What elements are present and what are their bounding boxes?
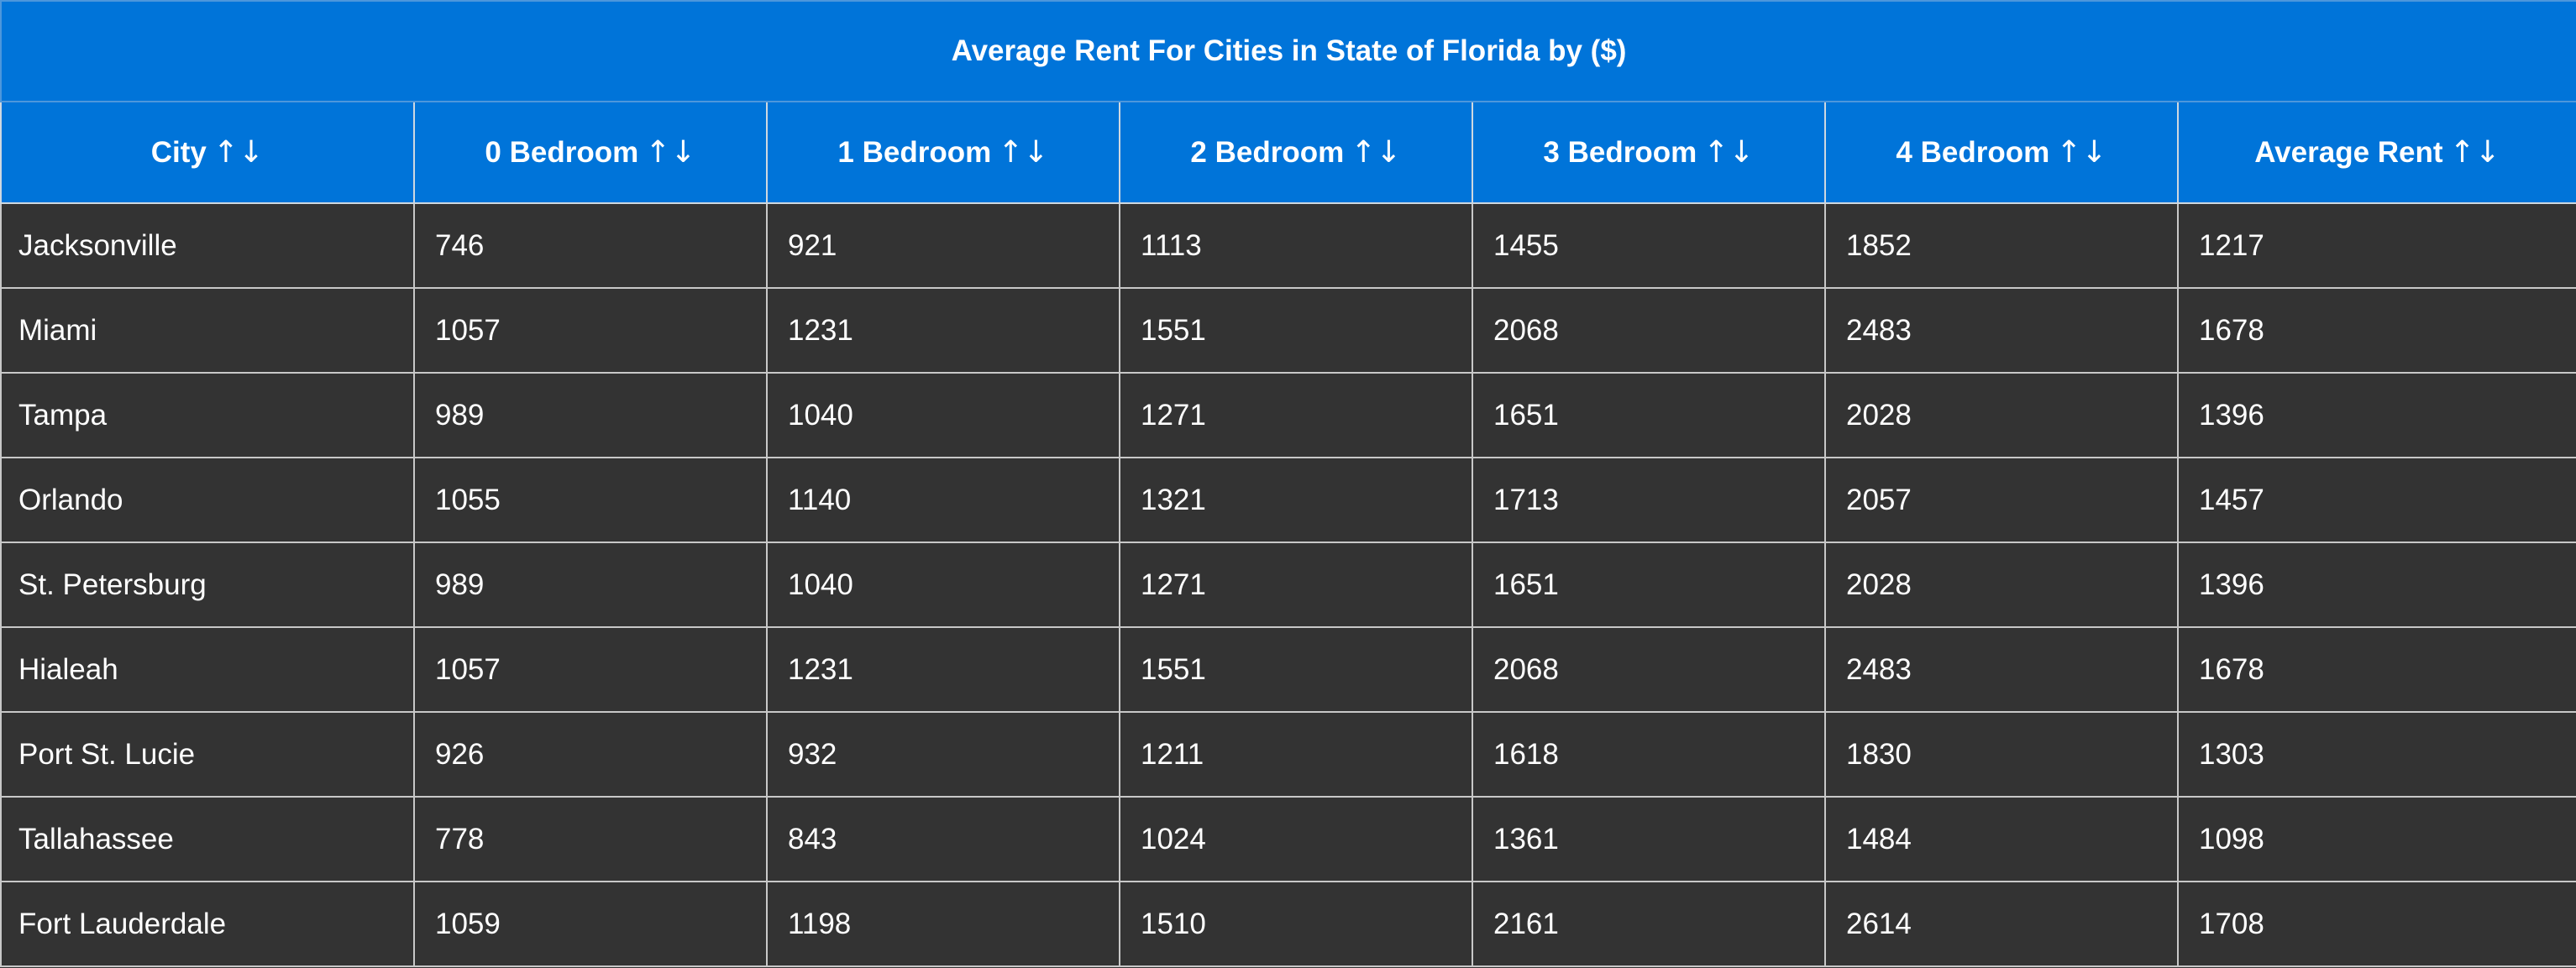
column-header-label: City xyxy=(150,136,207,169)
rent-cell-average-rent: 1396 xyxy=(2176,542,2576,628)
sort-arrows-icon[interactable]: ↑↓ xyxy=(212,135,265,170)
rent-cell-4-bedroom: 1830 xyxy=(1824,711,2179,798)
rent-cell-0-bedroom: 989 xyxy=(413,542,768,628)
rent-cell-1-bedroom: 1231 xyxy=(766,287,1120,374)
rent-cell-average-rent: 1678 xyxy=(2176,626,2576,713)
column-header-3-bedroom[interactable]: 3 Bedroom ↑↓ xyxy=(1472,101,1826,204)
rent-cell-3-bedroom: 1651 xyxy=(1472,372,1826,458)
rent-cell-1-bedroom: 921 xyxy=(766,202,1120,289)
city-cell: Hialeah xyxy=(0,626,415,713)
rent-cell-3-bedroom: 2068 xyxy=(1472,287,1826,374)
rent-cell-1-bedroom: 1140 xyxy=(766,457,1120,543)
table-row: Hialeah 1057 1231 1551 2068 2483 1678 xyxy=(0,626,2576,713)
column-header-city[interactable]: City ↑↓ xyxy=(0,101,415,204)
rent-cell-4-bedroom: 1484 xyxy=(1824,796,2179,882)
sort-arrows-icon[interactable]: ↑↓ xyxy=(645,135,696,170)
city-cell: St. Petersburg xyxy=(0,542,415,628)
rent-cell-average-rent: 1303 xyxy=(2176,711,2576,798)
header-row: City ↑↓ 0 Bedroom ↑↓ 1 Bedroom ↑↓ 2 Bedroom ↑↓ 3… xyxy=(0,101,2576,204)
rent-cell-average-rent: 1098 xyxy=(2176,796,2576,882)
rent-cell-4-bedroom: 2028 xyxy=(1824,542,2179,628)
rent-cell-2-bedroom: 1551 xyxy=(1119,626,1473,713)
column-header-label: 0 Bedroom xyxy=(485,136,639,169)
column-header-label: 3 Bedroom xyxy=(1543,136,1697,169)
table-row: Orlando 1055 1140 1321 1713 2057 1457 xyxy=(0,457,2576,543)
rent-cell-0-bedroom: 1057 xyxy=(413,626,768,713)
city-cell: Port St. Lucie xyxy=(0,711,415,798)
rent-cell-4-bedroom: 2483 xyxy=(1824,287,2179,374)
table-title: Average Rent For Cities in State of Flor… xyxy=(0,0,2576,102)
sort-arrows-icon[interactable]: ↑↓ xyxy=(1351,135,1402,170)
rent-cell-2-bedroom: 1211 xyxy=(1119,711,1473,798)
table-row: Port St. Lucie 926 932 1211 1618 1830 1303 xyxy=(0,711,2576,798)
rent-cell-2-bedroom: 1551 xyxy=(1119,287,1473,374)
column-header-0-bedroom[interactable]: 0 Bedroom ↑↓ xyxy=(413,101,768,204)
rent-cell-1-bedroom: 1231 xyxy=(766,626,1120,713)
rent-cell-0-bedroom: 989 xyxy=(413,372,768,458)
city-cell: Tampa xyxy=(0,372,415,458)
rent-cell-2-bedroom: 1271 xyxy=(1119,372,1473,458)
rent-cell-3-bedroom: 1618 xyxy=(1472,711,1826,798)
sort-arrows-icon[interactable]: ↑↓ xyxy=(998,135,1049,170)
sort-arrows-icon[interactable]: ↑↓ xyxy=(1703,135,1755,170)
column-header-1-bedroom[interactable]: 1 Bedroom ↑↓ xyxy=(766,101,1120,204)
table-row: Tallahassee 778 843 1024 1361 1484 1098 xyxy=(0,796,2576,882)
sort-arrows-icon[interactable]: ↑↓ xyxy=(2449,135,2500,170)
city-cell: Orlando xyxy=(0,457,415,543)
title-row: Average Rent For Cities in State of Flor… xyxy=(0,0,2576,102)
table-row: Fort Lauderdale 1059 1198 1510 2161 2614 1708 xyxy=(0,881,2576,967)
rent-cell-3-bedroom: 1651 xyxy=(1472,542,1826,628)
column-header-label: Average Rent xyxy=(2254,136,2443,169)
rent-cell-2-bedroom: 1510 xyxy=(1119,881,1473,967)
column-header-label: 1 Bedroom xyxy=(837,136,992,169)
rent-cell-1-bedroom: 1198 xyxy=(766,881,1120,967)
city-cell: Fort Lauderdale xyxy=(0,881,415,967)
rent-cell-3-bedroom: 1455 xyxy=(1472,202,1826,289)
table-body: Jacksonville 746 921 1113 1455 1852 1217 Miami 1… xyxy=(0,202,2576,967)
table-row: St. Petersburg 989 1040 1271 1651 2028 1396 xyxy=(0,542,2576,628)
rent-cell-3-bedroom: 2161 xyxy=(1472,881,1826,967)
sort-arrows-icon[interactable]: ↑↓ xyxy=(2056,135,2107,170)
rent-cell-2-bedroom: 1113 xyxy=(1119,202,1473,289)
rent-cell-0-bedroom: 1057 xyxy=(413,287,768,374)
rent-cell-0-bedroom: 1059 xyxy=(413,881,768,967)
rent-cell-0-bedroom: 1055 xyxy=(413,457,768,543)
rent-cell-2-bedroom: 1321 xyxy=(1119,457,1473,543)
rent-cell-3-bedroom: 2068 xyxy=(1472,626,1826,713)
column-header-label: 4 Bedroom xyxy=(1896,136,2050,169)
city-cell: Tallahassee xyxy=(0,796,415,882)
rent-cell-3-bedroom: 1713 xyxy=(1472,457,1826,543)
rent-cell-average-rent: 1217 xyxy=(2176,202,2576,289)
rent-cell-average-rent: 1457 xyxy=(2176,457,2576,543)
table-row: Miami 1057 1231 1551 2068 2483 1678 xyxy=(0,287,2576,374)
column-header-average-rent[interactable]: Average Rent ↑↓ xyxy=(2176,101,2576,204)
table-row: Jacksonville 746 921 1113 1455 1852 1217 xyxy=(0,202,2576,289)
rent-cell-0-bedroom: 746 xyxy=(413,202,768,289)
rent-cell-0-bedroom: 926 xyxy=(413,711,768,798)
rent-cell-4-bedroom: 1852 xyxy=(1824,202,2179,289)
rent-cell-3-bedroom: 1361 xyxy=(1472,796,1826,882)
rent-cell-average-rent: 1396 xyxy=(2176,372,2576,458)
rent-cell-2-bedroom: 1024 xyxy=(1119,796,1473,882)
rent-cell-2-bedroom: 1271 xyxy=(1119,542,1473,628)
rent-cell-1-bedroom: 843 xyxy=(766,796,1120,882)
city-cell: Jacksonville xyxy=(0,202,415,289)
rent-cell-4-bedroom: 2057 xyxy=(1824,457,2179,543)
rent-cell-average-rent: 1708 xyxy=(2176,881,2576,967)
rent-cell-1-bedroom: 1040 xyxy=(766,542,1120,628)
rent-cell-4-bedroom: 2614 xyxy=(1824,881,2179,967)
rent-cell-0-bedroom: 778 xyxy=(413,796,768,882)
rent-cell-4-bedroom: 2483 xyxy=(1824,626,2179,713)
rent-cell-average-rent: 1678 xyxy=(2176,287,2576,374)
table-row: Tampa 989 1040 1271 1651 2028 1396 xyxy=(0,372,2576,458)
city-cell: Miami xyxy=(0,287,415,374)
rent-cell-4-bedroom: 2028 xyxy=(1824,372,2179,458)
column-header-4-bedroom[interactable]: 4 Bedroom ↑↓ xyxy=(1824,101,2179,204)
rent-cell-1-bedroom: 1040 xyxy=(766,372,1120,458)
rent-cell-1-bedroom: 932 xyxy=(766,711,1120,798)
column-header-2-bedroom[interactable]: 2 Bedroom ↑↓ xyxy=(1119,101,1473,204)
column-header-label: 2 Bedroom xyxy=(1190,136,1345,169)
